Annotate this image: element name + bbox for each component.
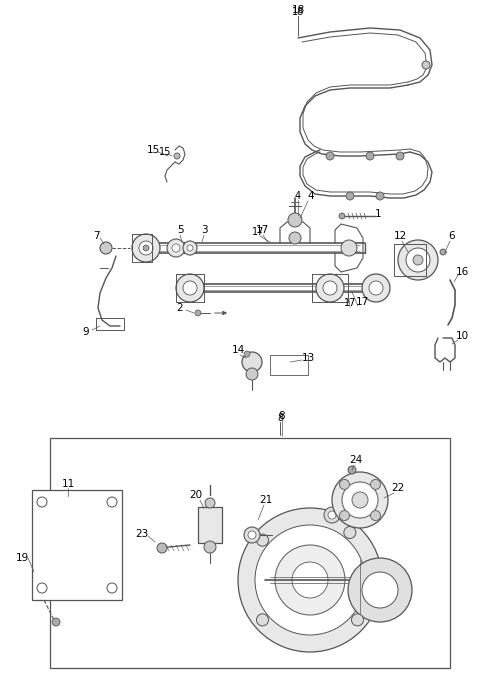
Circle shape <box>346 192 354 200</box>
Text: 21: 21 <box>259 495 273 505</box>
Circle shape <box>339 510 349 521</box>
Circle shape <box>344 527 356 538</box>
Circle shape <box>275 545 345 615</box>
Text: 17: 17 <box>344 298 356 308</box>
Circle shape <box>339 213 345 219</box>
Circle shape <box>176 274 204 302</box>
Text: 17: 17 <box>252 227 264 237</box>
Circle shape <box>242 352 262 372</box>
Circle shape <box>362 274 390 302</box>
Text: 20: 20 <box>190 490 203 500</box>
Circle shape <box>52 618 60 626</box>
Bar <box>50 438 450 668</box>
Circle shape <box>37 583 47 593</box>
Text: 9: 9 <box>83 327 89 337</box>
Circle shape <box>348 558 412 622</box>
Text: 19: 19 <box>15 553 29 563</box>
Circle shape <box>256 614 268 626</box>
Circle shape <box>324 507 340 523</box>
Text: 13: 13 <box>301 353 314 363</box>
Text: 24: 24 <box>349 455 362 465</box>
Circle shape <box>326 152 334 160</box>
Circle shape <box>323 281 337 295</box>
Text: 3: 3 <box>201 225 207 235</box>
Circle shape <box>139 241 153 255</box>
Circle shape <box>174 153 180 159</box>
Circle shape <box>107 583 117 593</box>
Text: 22: 22 <box>391 483 405 493</box>
Circle shape <box>422 61 430 69</box>
Text: 6: 6 <box>449 231 456 241</box>
Circle shape <box>376 192 384 200</box>
Circle shape <box>143 245 149 251</box>
Circle shape <box>246 368 258 380</box>
Text: 5: 5 <box>177 225 183 235</box>
Circle shape <box>238 508 382 652</box>
Circle shape <box>167 239 185 257</box>
Text: 17: 17 <box>255 225 269 235</box>
Circle shape <box>204 541 216 553</box>
Text: 4: 4 <box>295 191 301 201</box>
Bar <box>198 507 222 543</box>
Circle shape <box>339 479 349 490</box>
Circle shape <box>288 213 302 227</box>
Bar <box>32 490 122 600</box>
Circle shape <box>244 527 260 543</box>
Circle shape <box>371 510 381 521</box>
Circle shape <box>187 245 193 251</box>
Circle shape <box>292 562 328 598</box>
Text: 16: 16 <box>456 267 468 277</box>
Circle shape <box>341 240 357 256</box>
Circle shape <box>132 234 160 262</box>
Circle shape <box>107 497 117 507</box>
Text: 18: 18 <box>291 5 305 15</box>
Circle shape <box>362 572 398 608</box>
Circle shape <box>342 482 378 518</box>
Circle shape <box>37 497 47 507</box>
Circle shape <box>157 543 167 553</box>
Text: 23: 23 <box>135 529 149 539</box>
Circle shape <box>406 248 430 272</box>
Circle shape <box>332 472 388 528</box>
Text: 8: 8 <box>277 413 283 423</box>
Circle shape <box>316 274 344 302</box>
Circle shape <box>396 152 404 160</box>
Circle shape <box>255 525 365 635</box>
Text: 7: 7 <box>93 231 99 241</box>
Circle shape <box>398 240 438 280</box>
Text: 11: 11 <box>61 479 74 489</box>
Circle shape <box>371 479 381 490</box>
Text: 15: 15 <box>159 147 171 157</box>
Bar <box>270 355 308 375</box>
Text: 17: 17 <box>355 297 369 307</box>
Circle shape <box>248 531 256 539</box>
Circle shape <box>195 310 201 316</box>
Circle shape <box>352 492 368 508</box>
Circle shape <box>369 281 383 295</box>
Text: 1: 1 <box>375 209 381 219</box>
Text: 14: 14 <box>231 345 245 355</box>
Circle shape <box>351 614 363 626</box>
Circle shape <box>205 498 215 508</box>
Circle shape <box>348 466 356 474</box>
Text: 10: 10 <box>456 331 468 341</box>
Text: 15: 15 <box>146 145 160 155</box>
Text: 12: 12 <box>394 231 407 241</box>
Circle shape <box>183 281 197 295</box>
Circle shape <box>289 232 301 244</box>
Circle shape <box>328 511 336 519</box>
Text: 8: 8 <box>279 411 285 421</box>
Circle shape <box>172 244 180 252</box>
Ellipse shape <box>52 520 102 580</box>
Text: 4: 4 <box>308 191 314 201</box>
Circle shape <box>413 255 423 265</box>
Text: 2: 2 <box>177 303 183 313</box>
Circle shape <box>244 351 250 357</box>
Text: 18: 18 <box>292 7 304 17</box>
Circle shape <box>183 241 197 255</box>
Circle shape <box>100 242 112 254</box>
Circle shape <box>366 152 374 160</box>
Circle shape <box>440 249 446 255</box>
Circle shape <box>256 534 268 546</box>
